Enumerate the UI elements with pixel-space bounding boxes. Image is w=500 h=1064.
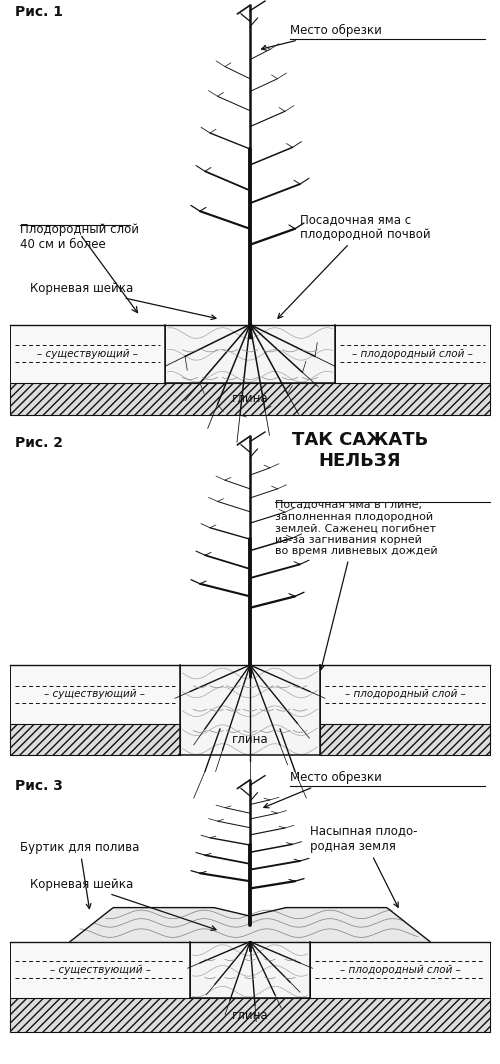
Text: – существующий –: – существующий – [50,965,150,975]
Text: – плодородный слой –: – плодородный слой – [352,349,473,359]
Text: Корневая шейка: Корневая шейка [30,878,216,930]
Text: ТАК САЖАТЬ
НЕЛЬЗЯ: ТАК САЖАТЬ НЕЛЬЗЯ [292,431,428,469]
Text: Насыпная плодо-
родная земля: Насыпная плодо- родная земля [310,825,418,908]
Text: глина: глина [232,733,268,746]
Polygon shape [335,325,490,383]
Text: Место обрезки: Место обрезки [264,771,382,808]
Polygon shape [165,325,335,383]
Text: – существующий –: – существующий – [44,689,146,699]
Polygon shape [320,665,490,724]
Text: Корневая шейка: Корневая шейка [30,282,216,319]
Text: Плодородный слой
40 см и более: Плодородный слой 40 см и более [20,223,139,251]
Polygon shape [310,942,490,998]
FancyBboxPatch shape [10,724,180,755]
Text: Рис. 2: Рис. 2 [15,436,63,450]
Text: – плодородный слой –: – плодородный слой – [344,689,466,699]
Text: Посадочная яма с
плодородной почвой: Посадочная яма с плодородной почвой [278,213,430,318]
FancyBboxPatch shape [10,998,490,1032]
Text: Место обрезки: Место обрезки [262,24,382,50]
Polygon shape [190,942,310,998]
Text: глина: глина [232,393,268,405]
Polygon shape [180,665,320,755]
Polygon shape [10,665,180,724]
Text: Рис. 1: Рис. 1 [15,5,63,19]
Polygon shape [10,942,190,998]
FancyBboxPatch shape [320,724,490,755]
Text: Посадочная яма в глине,
заполненная плодородной
землей. Саженец погибнет
из-за з: Посадочная яма в глине, заполненная плод… [275,500,438,669]
Text: – плодородный слой –: – плодородный слой – [340,965,460,975]
Polygon shape [10,325,165,383]
Text: Рис. 3: Рис. 3 [15,779,63,793]
Text: Буртик для полива: Буртик для полива [20,841,140,909]
Text: глина: глина [232,1009,268,1021]
FancyBboxPatch shape [10,383,490,415]
Text: – существующий –: – существующий – [37,349,138,359]
